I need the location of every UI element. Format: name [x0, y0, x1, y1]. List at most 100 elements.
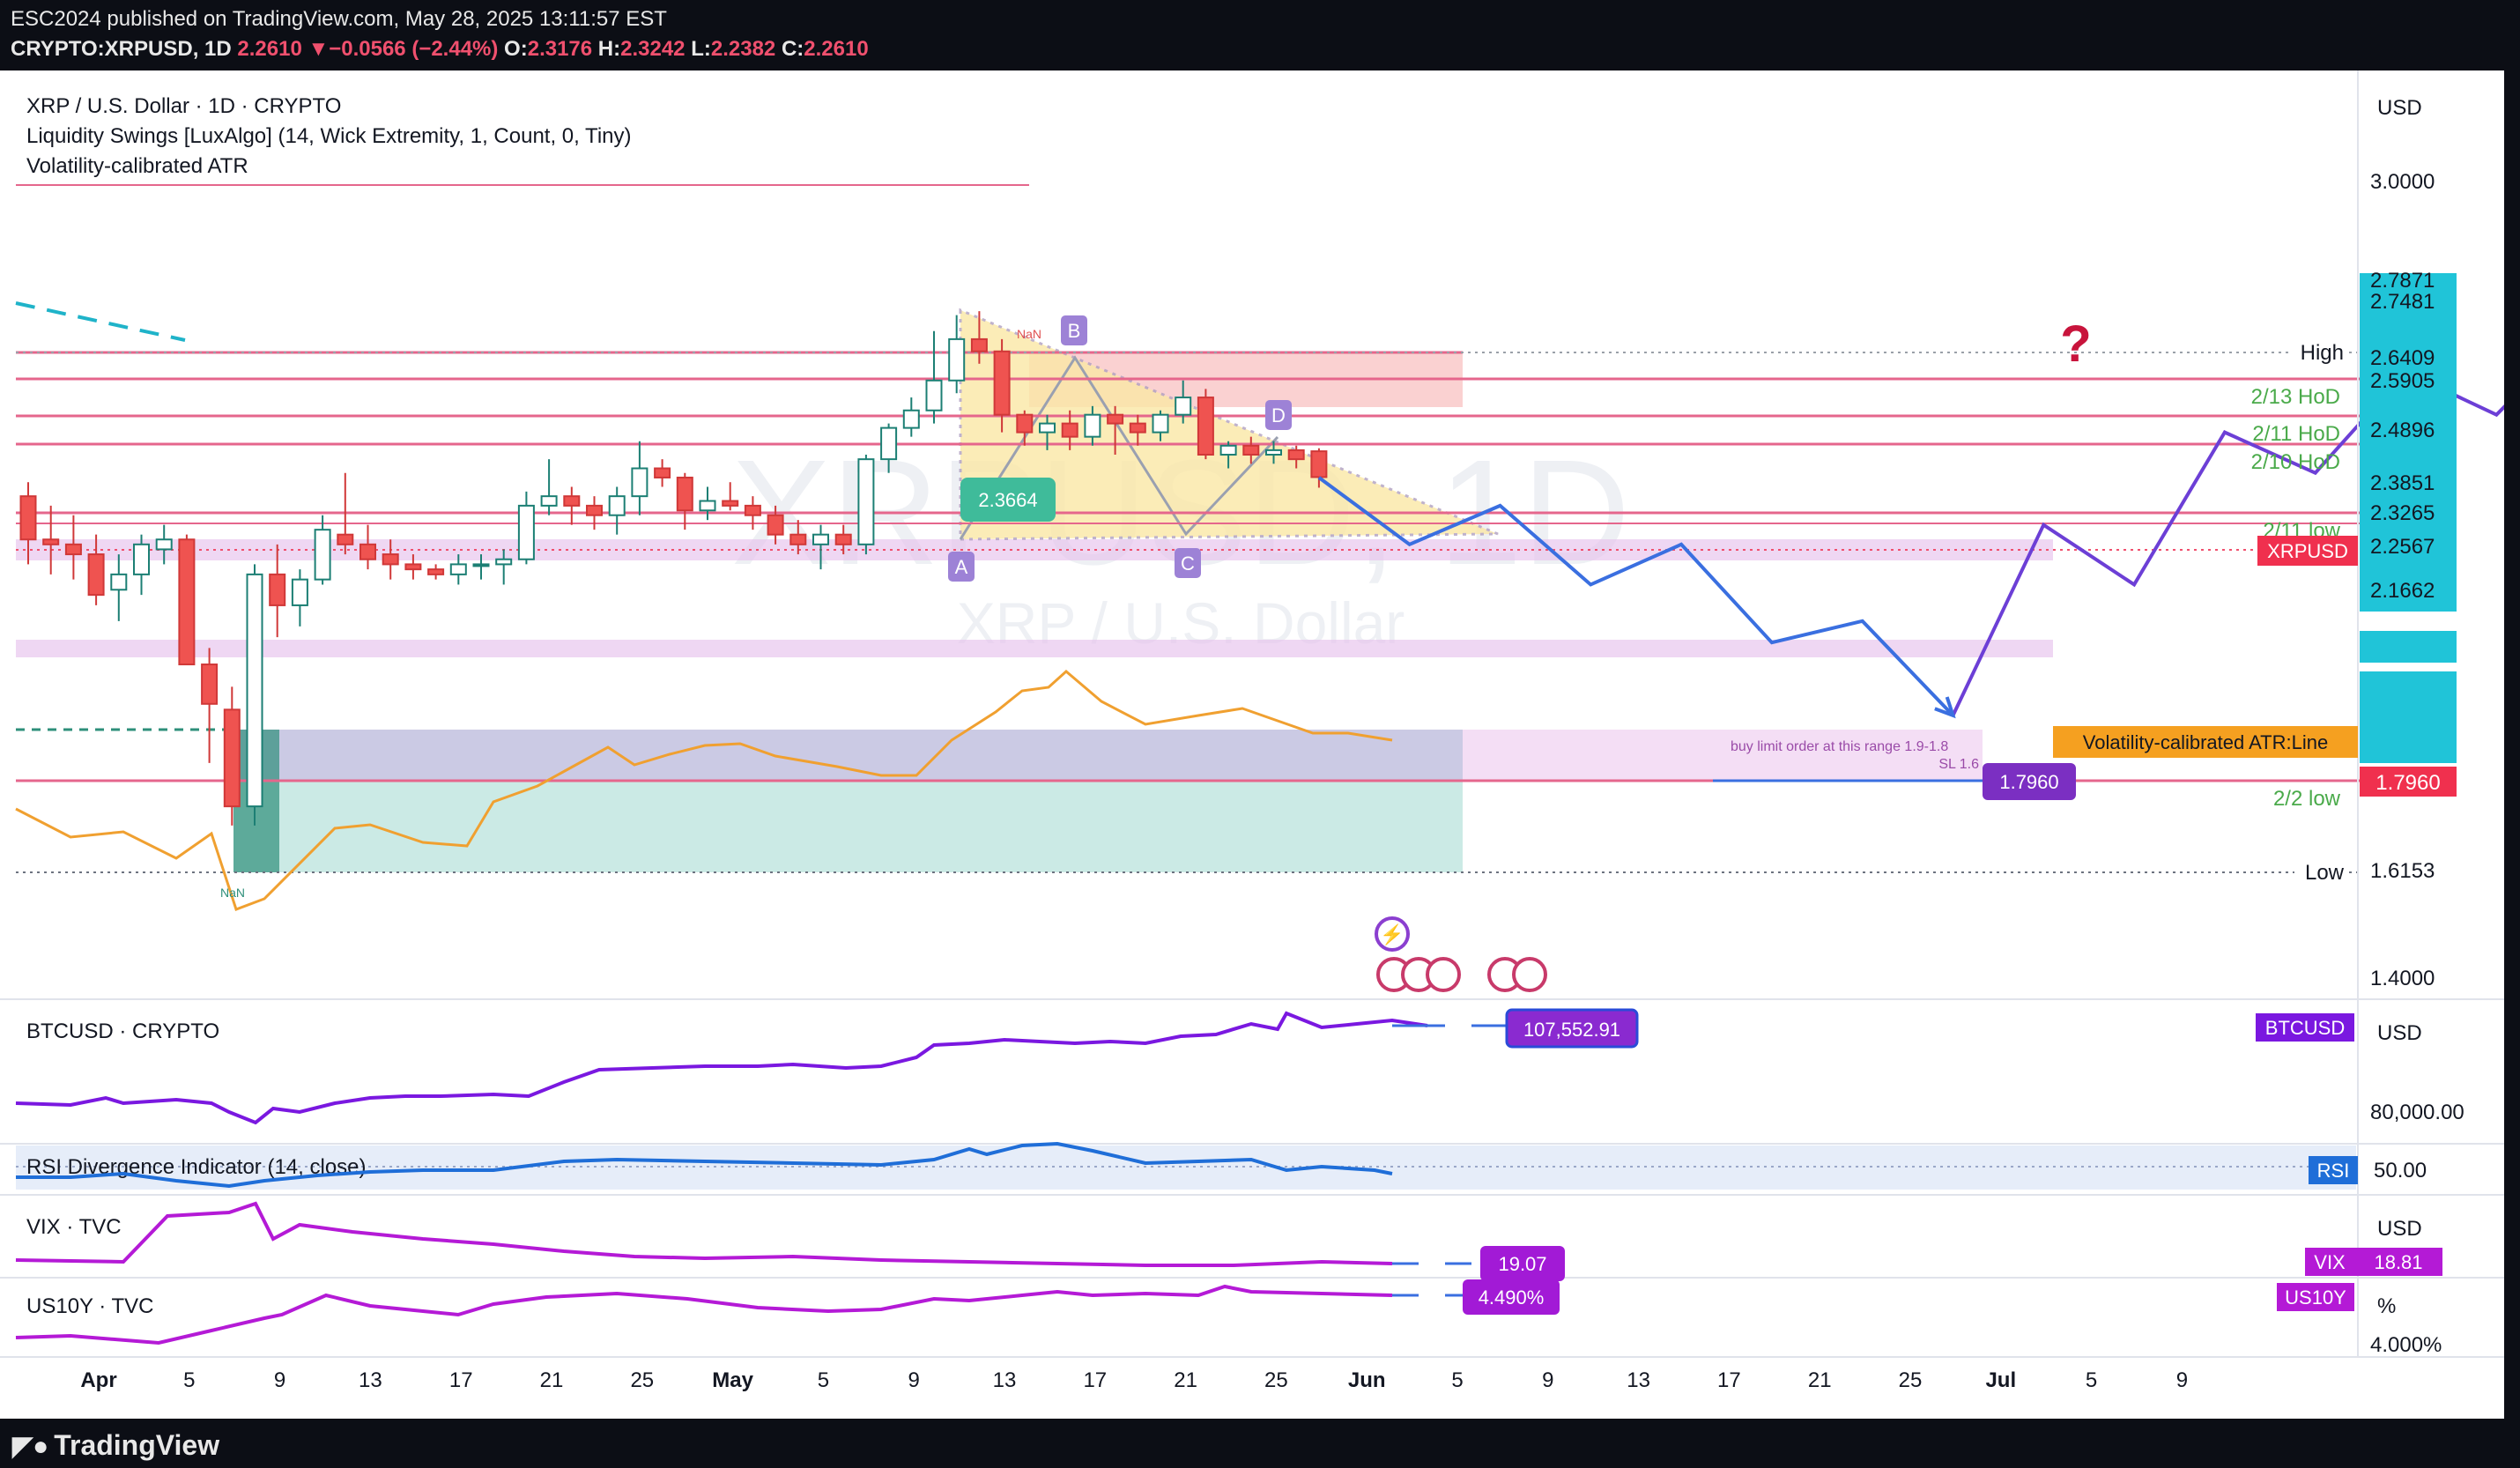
nan-bottom: NaN [220, 886, 245, 900]
atr-badge-box [2053, 726, 2358, 758]
axis-tick-1-4: 1.4000 [2370, 967, 2435, 990]
candle-body [19, 495, 37, 541]
candle-body [1219, 444, 1237, 456]
candle-body [722, 500, 739, 507]
label-c: C [1181, 552, 1195, 575]
candle-body [1152, 413, 1169, 434]
label-a: A [955, 556, 968, 578]
vix-badge-value: 18.81 [2374, 1251, 2422, 1273]
vix-title[interactable]: VIX · TVC [26, 1215, 122, 1239]
time-axis[interactable]: Apr 5 9 13 17 21 25 May 5 9 13 17 21 25 Jun 5 9 13 17 21 25 J… [80, 1368, 2188, 1392]
footer: ◤● TradingView [0, 1419, 2520, 1468]
time-axis-label: Apr [80, 1368, 116, 1392]
axis-currency[interactable]: USD [2377, 96, 2422, 120]
rsi-line [16, 1141, 1393, 1189]
btc-line [15, 1011, 1428, 1125]
chart-frame[interactable]: XRPUSD, 1D XRP / U.S. Dollar A B [0, 70, 2520, 1419]
time-axis-label: 5 [2086, 1368, 2097, 1392]
triangle-pattern [959, 308, 1499, 541]
symbol[interactable]: CRYPTO:XRPUSD, 1D [11, 37, 232, 61]
label-d: D [1271, 404, 1286, 426]
time-axis-label: 17 [449, 1368, 473, 1392]
time-axis-label: 17 [1717, 1368, 1741, 1392]
time-axis-label: Jul [1985, 1368, 2016, 1392]
axis-price-label: 2.1662 [2370, 579, 2435, 603]
time-axis-label: 5 [818, 1368, 829, 1392]
legend-title[interactable]: XRP / U.S. Dollar · 1D · CRYPTO [26, 94, 341, 118]
level-1796-box [2360, 767, 2457, 797]
legend-ind2[interactable]: Volatility-calibrated ATR [26, 154, 248, 178]
rsi-badge: RSI [2317, 1160, 2350, 1182]
time-axis-label: 17 [1083, 1368, 1107, 1392]
candle-body [382, 553, 399, 566]
candle-body [64, 543, 82, 556]
candle-body [925, 379, 943, 411]
level-1796: 1.7960 [2375, 771, 2440, 795]
candle-body [269, 573, 286, 606]
candle-body [789, 533, 807, 545]
btc-value: 107,552.91 [1523, 1019, 1620, 1041]
axis-cyan-block-3 [2360, 671, 2457, 763]
candle-body [314, 529, 331, 581]
open-value: 2.3176 [527, 37, 593, 61]
low-22: 2/2 low [2273, 787, 2341, 811]
candle-body [654, 467, 671, 478]
axis-price-label: 2.3265 [2370, 501, 2435, 525]
axis-tick-3: 3.0000 [2370, 170, 2435, 194]
us-flag-event-icons [1376, 957, 1547, 992]
us10-axis-unit: % [2377, 1294, 2396, 1318]
tradingview-logo[interactable]: ◤● TradingView [12, 1429, 219, 1462]
atr-badge: Volatility-calibrated ATR:Line [2083, 731, 2328, 753]
time-axis-label: 13 [359, 1368, 382, 1392]
rsi-badge-box [2309, 1156, 2358, 1184]
candle-body [337, 533, 354, 545]
candle-body [449, 563, 467, 575]
rsi-tick: 50.00 [2374, 1159, 2427, 1183]
vix-badge-value-box [2354, 1248, 2442, 1276]
candle-body [676, 476, 693, 512]
legend-ind1[interactable]: Liquidity Swings [LuxAlgo] (14, Wick Ext… [26, 124, 631, 148]
candle-body [1242, 444, 1260, 456]
time-axis-label: 13 [993, 1368, 1017, 1392]
close-label: C: [781, 37, 804, 61]
candle-body [1084, 413, 1101, 438]
low-value: 2.2382 [710, 37, 776, 61]
btc-title[interactable]: BTCUSD · CRYPTO [26, 1019, 219, 1043]
candles [19, 311, 1328, 826]
us10-line [15, 1284, 1393, 1346]
vix-badge: VIX [2314, 1251, 2346, 1273]
chart-svg[interactable]: XRPUSD, 1D XRP / U.S. Dollar A B [0, 70, 2520, 1419]
candle-body [812, 533, 829, 545]
vix-badge-box [2305, 1248, 2354, 1276]
candle-body [608, 495, 626, 516]
time-axis-label: 5 [1451, 1368, 1463, 1392]
candle-body [631, 467, 649, 498]
axis-price-label: 2.3851 [2370, 471, 2435, 495]
candle-body [1197, 397, 1214, 456]
pink-band-lower [16, 640, 2053, 657]
price: 2.2610 [237, 37, 302, 61]
xrpusd-badge: XRPUSD [2267, 540, 2348, 562]
candle-body [563, 495, 581, 507]
change-arrow: ▼ [308, 37, 330, 61]
axis-price-label: 2.4896 [2370, 419, 2435, 442]
us10-title[interactable]: US10Y · TVC [26, 1294, 154, 1318]
hod-210: 2/10 HoD [2251, 450, 2340, 474]
btc-badge-box [2256, 1013, 2354, 1042]
change: −0.0566 (−2.44%) [329, 37, 499, 61]
projection-path-up [1951, 369, 2520, 716]
time-axis-label: 21 [1808, 1368, 1832, 1392]
sl-note: SL 1.6 [1938, 757, 1979, 772]
candle-body [42, 538, 60, 545]
time-axis-label: 9 [908, 1368, 920, 1392]
candle-body [472, 563, 490, 567]
axis-price-label: 2.5905 [2370, 369, 2435, 393]
label-b: B [1068, 320, 1081, 342]
axis-price-label: 2.7481 [2370, 290, 2435, 314]
hod-211: 2/11 HoD [2252, 422, 2340, 446]
candle-body [1039, 422, 1056, 434]
us10-tick: 4.000% [2370, 1333, 2442, 1357]
candle-body [87, 553, 105, 597]
time-axis-label: 13 [1627, 1368, 1650, 1392]
candle-body [834, 533, 852, 545]
